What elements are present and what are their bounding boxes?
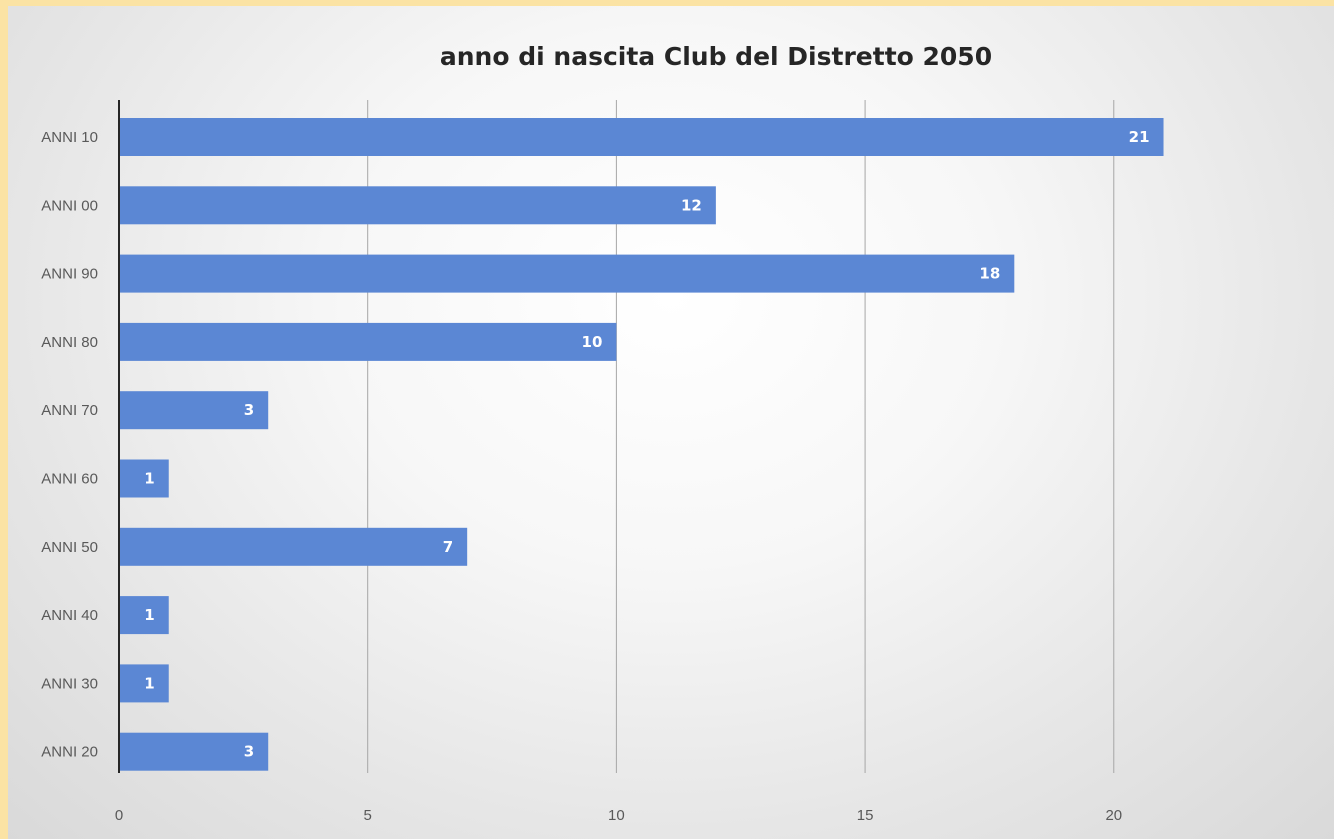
x-tick-label: 0 <box>115 807 123 824</box>
category-label: ANNI 10 <box>41 129 98 146</box>
data-label: 3 <box>244 401 254 419</box>
category-label: ANNI 00 <box>41 197 98 214</box>
bar <box>119 186 716 225</box>
chart-title: anno di nascita Club del Distretto 2050 <box>440 42 992 71</box>
category-labels: ANNI 10 ANNI 00 ANNI 90 ANNI 80 ANNI 70 ANNI … <box>41 129 98 761</box>
category-label: ANNI 80 <box>41 334 98 351</box>
x-tick-label: 15 <box>857 807 874 824</box>
bar <box>119 391 269 430</box>
bar <box>119 596 169 635</box>
category-label: ANNI 60 <box>41 471 98 488</box>
category-label: ANNI 70 <box>41 402 98 419</box>
data-label: 3 <box>244 743 254 761</box>
data-label: 12 <box>681 196 702 214</box>
data-label: 1 <box>144 470 154 488</box>
category-label: ANNI 20 <box>41 744 98 761</box>
bar <box>119 322 617 361</box>
category-label: ANNI 90 <box>41 266 98 283</box>
bar <box>119 664 169 703</box>
bar <box>119 118 1164 156</box>
data-label: 1 <box>144 674 154 692</box>
category-label: ANNI 50 <box>41 539 98 556</box>
data-label: 10 <box>582 333 603 351</box>
data-label: 1 <box>144 606 154 624</box>
bar <box>119 732 269 771</box>
category-label: ANNI 30 <box>41 675 98 692</box>
x-tick-label: 20 <box>1105 807 1122 824</box>
data-label: 21 <box>1129 128 1150 146</box>
bar <box>119 254 1015 293</box>
category-label: ANNI 40 <box>41 607 98 624</box>
data-label: 7 <box>443 538 453 556</box>
x-tick-label: 5 <box>364 807 372 824</box>
x-tick-labels: 0 5 10 15 20 <box>115 807 1122 824</box>
bar <box>119 527 468 566</box>
data-label: 18 <box>979 265 1000 283</box>
bars: 21 12 18 10 3 1 7 1 1 3 <box>119 118 1164 771</box>
x-tick-label: 10 <box>608 807 625 824</box>
bar <box>119 459 169 498</box>
